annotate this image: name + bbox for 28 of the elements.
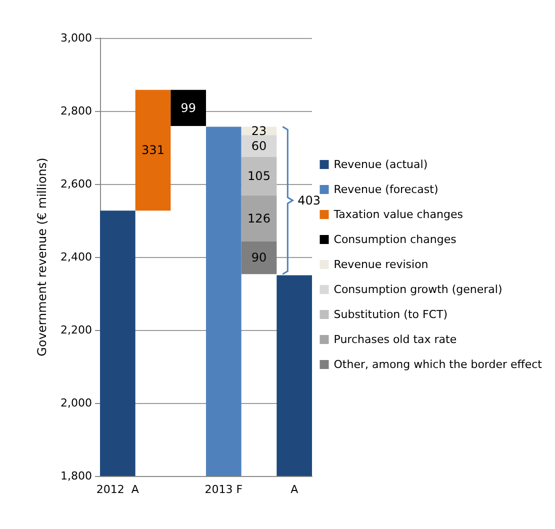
legend-label: Taxation value changes <box>332 208 464 221</box>
data-label: 23 <box>251 124 267 138</box>
data-label: 90 <box>251 250 267 265</box>
y-tick-label: 3,000 <box>60 32 92 44</box>
data-label: 105 <box>248 169 270 184</box>
data-label: 60 <box>251 139 267 154</box>
legend-label: Consumption growth (general) <box>334 283 502 296</box>
y-tick-label: 1,800 <box>60 470 92 482</box>
legend-label: Revenue (actual) <box>334 158 428 171</box>
legend-label: Purchases old tax rate <box>334 333 457 346</box>
y-tick-label: 2,200 <box>60 324 92 336</box>
data-label: 331 <box>142 143 164 158</box>
y-tick-label: 2,000 <box>60 396 92 410</box>
x-tick-label: A <box>290 483 299 496</box>
data-label: 99 <box>180 100 196 115</box>
legend-label: Revenue (forecast) <box>334 183 438 196</box>
x-tick-label: 2012 A <box>96 483 140 496</box>
y-tick-label: 2,800 <box>60 104 92 118</box>
x-tick-label: 2013 F <box>204 483 243 496</box>
legend-label: Consumption changes <box>334 233 457 246</box>
legend-label: Other, among which the border effect <box>334 358 543 371</box>
y-tick-label: 2,600 <box>60 178 92 190</box>
data-label: 126 <box>248 211 270 226</box>
annotation: 403 <box>298 193 321 208</box>
legend-label: Substitution (to FCT) <box>334 308 448 321</box>
y-tick-label: 2,400 <box>60 250 92 264</box>
legend-label: Revenue revision <box>334 258 428 271</box>
y-axis-title: Government revenue (€ millions) <box>35 158 49 356</box>
